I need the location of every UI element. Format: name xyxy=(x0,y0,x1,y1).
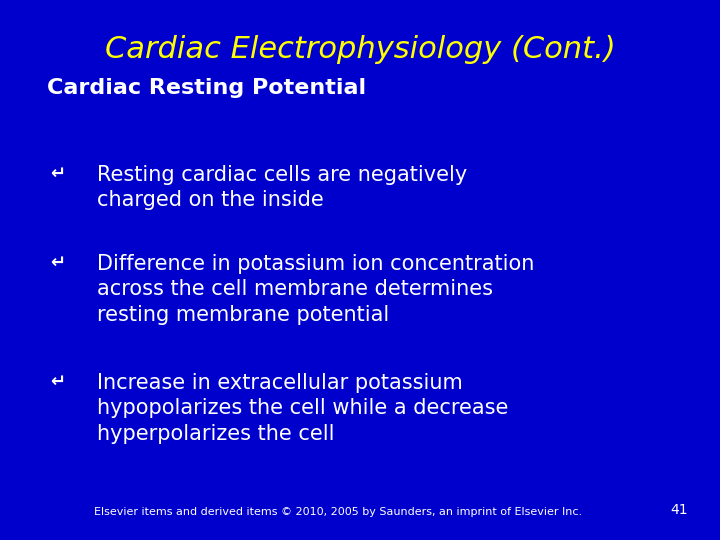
Text: 41: 41 xyxy=(670,503,688,517)
Text: Difference in potassium ion concentration
across the cell membrane determines
re: Difference in potassium ion concentratio… xyxy=(97,254,534,325)
Text: ↵: ↵ xyxy=(50,373,66,390)
Text: Resting cardiac cells are negatively
charged on the inside: Resting cardiac cells are negatively cha… xyxy=(97,165,467,210)
Text: ↵: ↵ xyxy=(50,254,66,272)
Text: Increase in extracellular potassium
hypopolarizes the cell while a decrease
hype: Increase in extracellular potassium hypo… xyxy=(97,373,508,444)
Text: Cardiac Resting Potential: Cardiac Resting Potential xyxy=(47,78,366,98)
Text: Cardiac Electrophysiology (Cont.): Cardiac Electrophysiology (Cont.) xyxy=(104,35,616,64)
Text: Elsevier items and derived items © 2010, 2005 by Saunders, an imprint of Elsevie: Elsevier items and derived items © 2010,… xyxy=(94,507,582,517)
Text: ↵: ↵ xyxy=(50,165,66,183)
